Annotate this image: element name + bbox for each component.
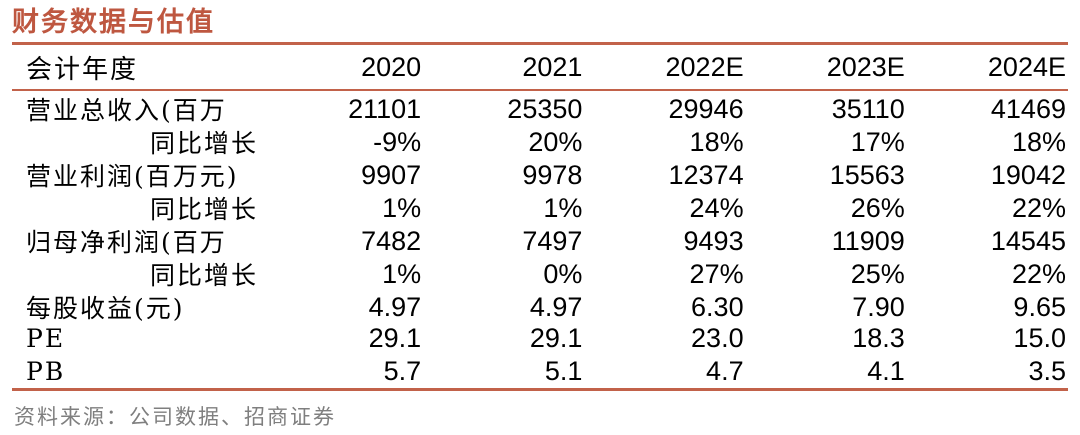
table-row: 同比增长 1% 0% 27% 25% 22% [12,256,1068,291]
value-cell: 24% [689,192,744,223]
value-cell: 4.97 [368,291,422,322]
value-cell: 7482 [361,225,422,256]
report-page: 财务数据与估值 会计年度 2020 2021 2022E 2023E 2024E 营业总… [12,0,1068,431]
value-cell: 23.0 [691,323,744,353]
row-label: 每股收益(元) [26,294,185,323]
page-title: 财务数据与估值 [12,7,215,38]
value-cell: -9% [373,126,422,157]
value-cell: 1% [382,192,422,223]
header-year-cell: 2021 [522,51,583,82]
value-cell: 22% [1011,192,1066,223]
table-row: 营业总收入(百万 21101 25350 29946 35110 41469 [12,91,1068,126]
value-cell: 15563 [829,159,905,190]
value-cell: 17% [850,126,905,157]
value-cell: 6.30 [691,291,744,322]
value-cell: 9978 [522,159,583,190]
value-cell: 9493 [683,225,744,256]
value-cell: 12374 [668,159,744,190]
value-cell: 41469 [990,93,1066,124]
value-cell: 20% [528,126,583,157]
value-cell: 9907 [361,159,422,190]
table-row: PB 5.7 5.1 4.7 4.1 3.5 [12,355,1068,388]
header-label-fiscal-year: 会计年度 [26,54,139,85]
value-cell: 4.1 [867,356,905,386]
value-cell: 19042 [990,159,1066,190]
value-cell: 0% [543,258,583,289]
table-row: 同比增长 -9% 20% 18% 17% 18% [12,124,1068,159]
table-row: 每股收益(元) 4.97 4.97 6.30 7.90 9.65 [12,289,1068,324]
value-cell: 29.1 [368,323,422,353]
row-label: PE [26,324,66,353]
value-cell: 29946 [668,93,744,124]
value-cell: 26% [850,192,905,223]
row-label: PB [26,357,66,386]
value-cell: 1% [382,258,422,289]
value-cell: 5.7 [383,356,422,386]
row-label: 归母净利润(百万 [26,228,227,257]
value-cell: 25350 [507,93,583,124]
table-row: 归母净利润(百万 7482 7497 9493 11909 14545 [12,223,1068,258]
table-header-row: 会计年度 2020 2021 2022E 2023E 2024E [12,45,1068,91]
row-label: 同比增长 [149,195,258,224]
row-label: 营业利润(百万元) [26,162,239,191]
table-row: PE 29.1 29.1 23.0 18.3 15.0 [12,322,1068,355]
table-row: 同比增长 1% 1% 24% 26% 22% [12,190,1068,225]
value-cell: 9.65 [1013,291,1066,322]
value-cell: 3.5 [1028,356,1066,386]
value-cell: 7497 [522,225,583,256]
header-year-cell: 2020 [361,51,422,82]
value-cell: 18.3 [852,323,905,353]
header-year-cell: 2024E [987,51,1066,82]
value-cell: 1% [543,192,583,223]
value-cell: 29.1 [529,323,583,353]
value-cell: 14545 [990,225,1066,256]
value-cell: 21101 [348,93,422,124]
value-cell: 4.7 [706,356,744,386]
value-cell: 18% [689,126,744,157]
value-cell: 25% [850,258,905,289]
source-note: 资料来源：公司数据、招商证券 [14,405,336,429]
table-body: 营业总收入(百万 21101 25350 29946 35110 41469 同比增长 -9%… [12,91,1068,388]
value-cell: 4.97 [529,291,583,322]
value-cell: 11909 [831,225,905,256]
financial-table: 会计年度 2020 2021 2022E 2023E 2024E 营业总收入(百万 211… [12,42,1068,391]
table-row: 营业利润(百万元) 9907 9978 12374 15563 19042 [12,157,1068,192]
value-cell: 7.90 [852,291,905,322]
value-cell: 22% [1011,258,1066,289]
value-cell: 15.0 [1013,323,1066,353]
value-cell: 27% [689,258,744,289]
header-year-cell: 2022E [665,51,744,82]
row-label: 营业总收入(百万 [26,96,227,125]
value-cell: 18% [1011,126,1066,157]
header-year-cell: 2023E [826,51,905,82]
value-cell: 5.1 [544,356,583,386]
row-label: 同比增长 [149,261,258,290]
value-cell: 35110 [831,93,905,124]
row-label: 同比增长 [149,129,258,158]
